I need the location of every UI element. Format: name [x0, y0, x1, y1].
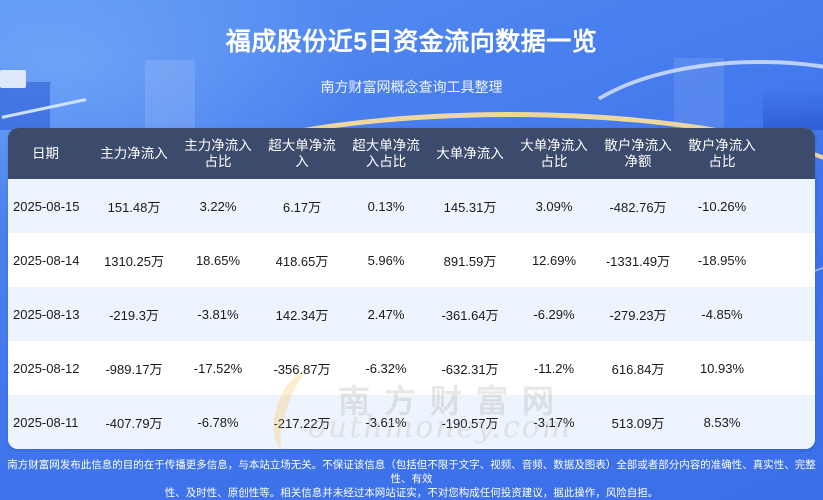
- column-header-retail-net-inflow-ratio: 散户净流入 占比: [688, 137, 756, 169]
- cell-main-net-inflow-ratio: 3.22%: [199, 198, 237, 214]
- column-header-large-net-inflow: 大单净流入: [436, 145, 504, 161]
- cell-main-net-inflow: 151.48万: [107, 199, 161, 215]
- cell-super-large-net-inflow-ratio: -3.61%: [365, 414, 407, 430]
- cell-large-net-inflow: -361.64万: [441, 307, 499, 323]
- disclaimer-line-1: 南方财富网发布此信息的目的在于传播更多信息，与本站立场无关。不保证该信息（包括但…: [7, 459, 816, 485]
- cell-retail-net-inflow: 513.09万: [611, 415, 665, 431]
- cell-large-net-inflow: -632.31万: [441, 361, 499, 377]
- watermark-text-cn: 南方财富网: [338, 382, 569, 420]
- cell-super-large-net-inflow: -217.22万: [273, 415, 331, 431]
- cell-large-net-inflow-ratio: 12.69%: [531, 252, 577, 268]
- cell-retail-net-inflow: 616.84万: [611, 361, 665, 377]
- cell-large-net-inflow-ratio: -6.29%: [533, 306, 575, 322]
- column-header-main-net-inflow-ratio: 主力净流入 占比: [184, 137, 252, 169]
- column-header-date: 日期: [32, 145, 59, 161]
- cell-main-net-inflow-ratio: -6.78%: [197, 414, 239, 430]
- cell-date: 2025-08-14: [13, 252, 80, 268]
- cell-large-net-inflow: -190.57万: [441, 415, 499, 431]
- cell-main-net-inflow-ratio: -17.52%: [193, 360, 243, 376]
- page-subtitle: 南方财富网概念查询工具整理: [320, 79, 503, 95]
- cell-date: 2025-08-13: [13, 306, 80, 322]
- table-row: 2025-08-14 1310.25万 18.65% 418.65万 5.96%…: [8, 233, 815, 287]
- table-row: 2025-08-13 -219.3万 -3.81% 142.34万 2.47% …: [8, 287, 815, 341]
- table-row: 2025-08-11 -407.79万 -6.78% -217.22万 -3.6…: [8, 395, 815, 449]
- cell-large-net-inflow-ratio: 3.09%: [535, 198, 573, 214]
- cell-super-large-net-inflow: 418.65万: [275, 253, 329, 269]
- cell-retail-net-inflow: -1331.49万: [605, 253, 671, 269]
- cell-main-net-inflow: -219.3万: [109, 307, 159, 323]
- page-title: 福成股份近5日资金流向数据一览: [225, 28, 598, 56]
- cell-retail-net-inflow-ratio: -10.26%: [697, 198, 747, 214]
- cell-super-large-net-inflow-ratio: 5.96%: [367, 252, 405, 268]
- cell-main-net-inflow-ratio: 18.65%: [195, 252, 241, 268]
- cell-retail-net-inflow-ratio: -18.95%: [697, 252, 747, 268]
- cell-retail-net-inflow-ratio: -4.85%: [701, 306, 743, 322]
- cell-super-large-net-inflow: 142.34万: [275, 307, 329, 323]
- table-row: 2025-08-12 -989.17万 -17.52% -356.87万 -6.…: [8, 341, 815, 395]
- cell-super-large-net-inflow-ratio: 0.13%: [367, 198, 405, 214]
- disclaimer: 南方财富网发布此信息的目的在于传播更多信息，与本站立场无关。不保证该信息（包括但…: [0, 458, 823, 500]
- cell-date: 2025-08-15: [13, 198, 80, 214]
- cell-retail-net-inflow-ratio: 10.93%: [699, 360, 745, 376]
- column-header-main-net-inflow: 主力净流入: [100, 145, 168, 161]
- watermark-text-en: outhmoney.com: [308, 410, 573, 445]
- table-row: 2025-08-15 151.48万 3.22% 6.17万 0.13% 145…: [8, 179, 815, 233]
- decorative-line: [1, 98, 87, 119]
- cell-main-net-inflow-ratio: -3.81%: [197, 306, 239, 322]
- cell-super-large-net-inflow-ratio: 2.47%: [367, 306, 405, 322]
- fund-flow-table: 日期 主力净流入 主力净流入 占比 超大单净流入 超大单净流 入占比 大单净流入 大…: [8, 128, 815, 449]
- cell-main-net-inflow: -989.17万: [105, 361, 163, 377]
- column-header-super-large-net-inflow: 超大单净流入: [268, 137, 336, 169]
- cell-date: 2025-08-12: [13, 360, 80, 376]
- cell-retail-net-inflow-ratio: 8.53%: [703, 414, 741, 430]
- column-header-large-net-inflow-ratio: 大单净流入 占比: [520, 137, 588, 169]
- column-header-retail-net-inflow: 散户净流入 净额: [604, 137, 672, 169]
- disclaimer-line-2: 性、及时性、原创性等。相关信息并未经过本网站证实，不对您构成任何投资建议，据此操…: [164, 487, 659, 499]
- cell-main-net-inflow: -407.79万: [105, 415, 163, 431]
- cell-super-large-net-inflow-ratio: -6.32%: [365, 360, 407, 376]
- table-header: 日期 主力净流入 主力净流入 占比 超大单净流入 超大单净流 入占比 大单净流入 大…: [8, 128, 815, 179]
- cell-retail-net-inflow: -482.76万: [609, 199, 667, 215]
- column-header-super-large-net-inflow-ratio: 超大单净流 入占比: [352, 137, 420, 169]
- cell-retail-net-inflow: -279.23万: [609, 307, 667, 323]
- cell-large-net-inflow-ratio: -3.17%: [533, 414, 575, 430]
- cell-large-net-inflow-ratio: -11.2%: [533, 360, 575, 376]
- cell-large-net-inflow: 145.31万: [443, 199, 497, 215]
- cell-super-large-net-inflow: 6.17万: [282, 199, 322, 215]
- cell-main-net-inflow: 1310.25万: [104, 253, 164, 269]
- cell-date: 2025-08-11: [13, 414, 79, 430]
- cell-super-large-net-inflow: -356.87万: [273, 361, 331, 377]
- cell-large-net-inflow: 891.59万: [443, 253, 497, 269]
